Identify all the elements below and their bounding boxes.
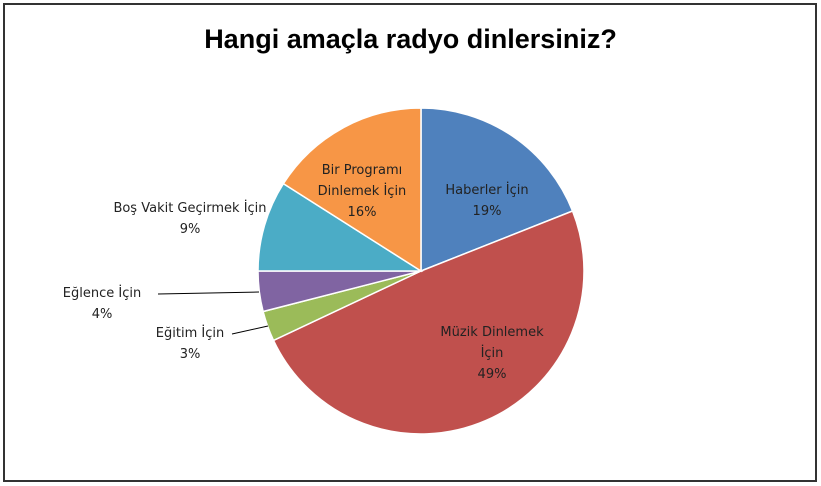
pie-slice — [282, 107, 422, 273]
label-category: Eğlence İçin — [62, 286, 142, 301]
data-label: Müzik Dinlemek İçin 49% — [432, 322, 552, 385]
data-label: Eğitim İçin 3% — [135, 323, 245, 365]
label-value: 19% — [472, 204, 502, 219]
data-label: Haberler İçin 19% — [422, 180, 552, 222]
label-category: Boş Vakit Geçirmek İçin — [113, 201, 267, 216]
leader-line — [157, 291, 260, 295]
label-category: Müzik Dinlemek İçin — [440, 325, 544, 361]
pie-slice — [272, 210, 585, 435]
chart-frame — [3, 3, 817, 482]
label-value: 4% — [91, 307, 113, 322]
data-label: Eğlence İçin 4% — [47, 283, 157, 325]
label-category: Bir Programı Dinlemek İçin — [317, 163, 407, 199]
leader-line — [231, 325, 269, 335]
label-category: Haberler İçin — [445, 183, 529, 198]
label-value: 16% — [347, 205, 377, 220]
pie-slice — [257, 182, 424, 272]
data-label: Bir Programı Dinlemek İçin 16% — [307, 160, 417, 223]
chart-title: Hangi amaçla radyo dinlersiniz? — [204, 24, 617, 54]
label-value: 49% — [477, 367, 507, 382]
data-label: Boş Vakit Geçirmek İçin 9% — [108, 198, 273, 240]
label-category: Eğitim İçin — [155, 326, 225, 341]
label-value: 9% — [179, 222, 201, 237]
label-value: 3% — [179, 347, 201, 362]
pie-slice — [420, 107, 574, 273]
